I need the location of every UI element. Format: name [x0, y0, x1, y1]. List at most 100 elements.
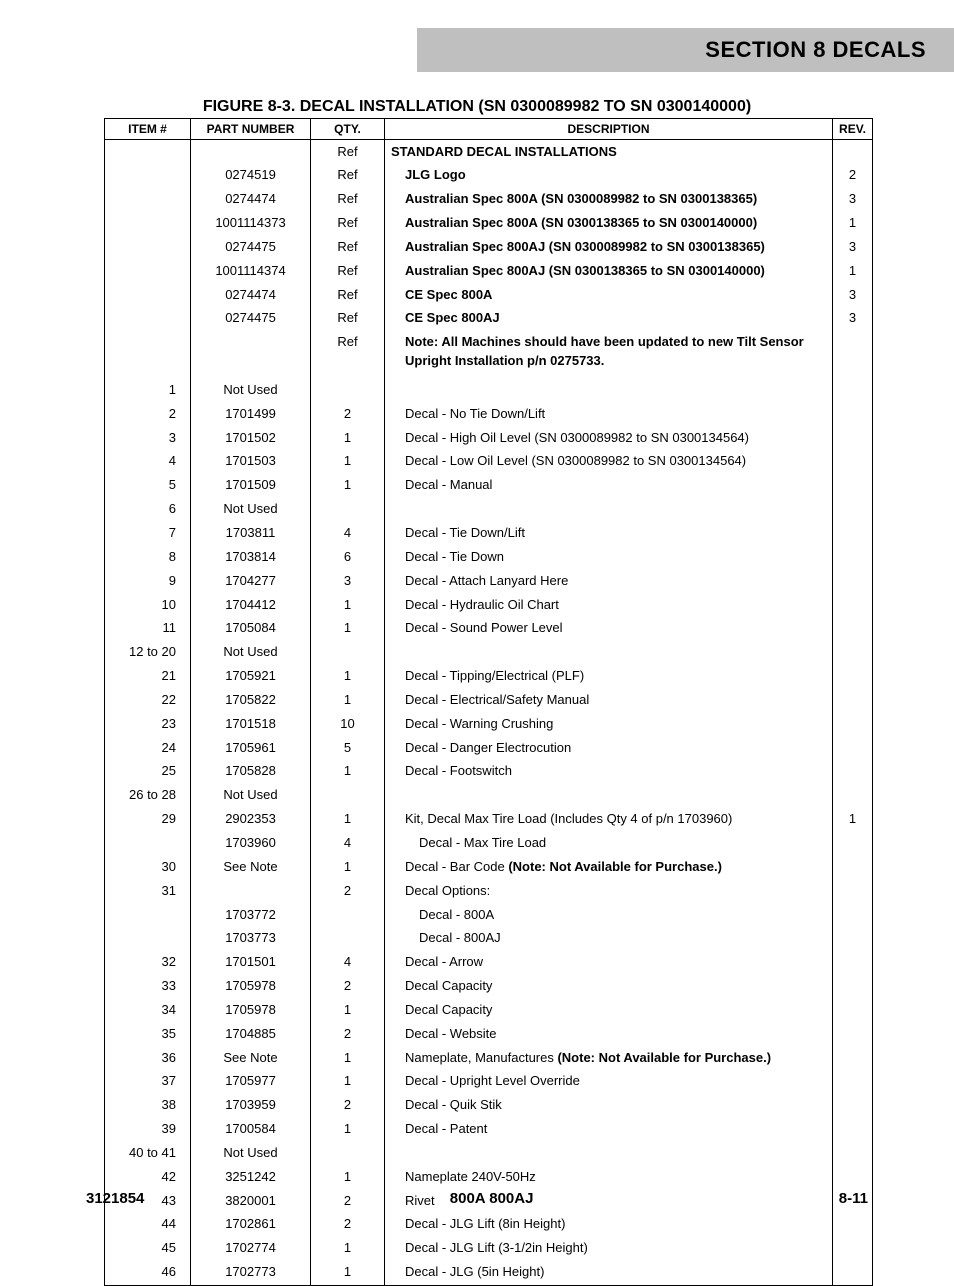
table-row: 23170151810Decal - Warning Crushing: [105, 712, 873, 736]
cell-desc: Decal - Warning Crushing: [385, 712, 833, 736]
parts-table: ITEM # PART NUMBER QTY. DESCRIPTION REV.…: [104, 118, 873, 1286]
cell-item: 37: [105, 1070, 191, 1094]
cell-qty: 1: [311, 1261, 385, 1285]
cell-desc: Decal - Tipping/Electrical (PLF): [385, 665, 833, 689]
parts-table-wrap: ITEM # PART NUMBER QTY. DESCRIPTION REV.…: [104, 118, 872, 1286]
cell-part: 1702773: [191, 1261, 311, 1285]
cell-part: 1705084: [191, 617, 311, 641]
cell-qty: 3: [311, 569, 385, 593]
cell-desc: CE Spec 800AJ: [385, 307, 833, 331]
cell-rev: [833, 903, 873, 927]
cell-desc: Kit, Decal Max Tire Load (Includes Qty 4…: [385, 808, 833, 832]
cell-item: 8: [105, 545, 191, 569]
cell-part: 1705978: [191, 998, 311, 1022]
cell-rev: [833, 426, 873, 450]
cell-rev: 2: [833, 164, 873, 188]
cell-desc: Decal - Danger Electrocution: [385, 736, 833, 760]
cell-item: 21: [105, 665, 191, 689]
cell-item: 39: [105, 1118, 191, 1142]
cell-qty: 1: [311, 593, 385, 617]
cell-desc: Decal - 800AJ: [385, 927, 833, 951]
table-row: 0274475RefAustralian Spec 800AJ (SN 0300…: [105, 235, 873, 259]
cell-qty: 1: [311, 1237, 385, 1261]
cell-part: 1705822: [191, 688, 311, 712]
cell-qty: Ref: [311, 307, 385, 331]
cell-part: 1001114374: [191, 259, 311, 283]
cell-qty: Ref: [311, 235, 385, 259]
cell-qty: [311, 903, 385, 927]
cell-rev: 1: [833, 212, 873, 236]
cell-rev: [833, 522, 873, 546]
cell-item: 26 to 28: [105, 784, 191, 808]
table-row: 2217058221Decal - Electrical/Safety Manu…: [105, 688, 873, 712]
cell-part: Not Used: [191, 784, 311, 808]
table-header-row: ITEM # PART NUMBER QTY. DESCRIPTION REV.: [105, 119, 873, 140]
cell-desc: Decal - Manual: [385, 474, 833, 498]
cell-desc: Decal - Hydraulic Oil Chart: [385, 593, 833, 617]
cell-part: See Note: [191, 1046, 311, 1070]
table-row: 312Decal Options:: [105, 879, 873, 903]
col-item: ITEM #: [105, 119, 191, 140]
cell-qty: 1: [311, 688, 385, 712]
cell-item: 3: [105, 426, 191, 450]
cell-desc: Decal - Website: [385, 1022, 833, 1046]
cell-item: 7: [105, 522, 191, 546]
table-row: 4617027731Decal - JLG (5in Height): [105, 1261, 873, 1285]
cell-desc: Australian Spec 800AJ (SN 0300089982 to …: [385, 235, 833, 259]
cell-item: 40 to 41: [105, 1141, 191, 1165]
cell-item: 29: [105, 808, 191, 832]
table-row: 3217015014Decal - Arrow: [105, 951, 873, 975]
table-row: 0274474RefCE Spec 800A3: [105, 283, 873, 307]
cell-item: 44: [105, 1213, 191, 1237]
cell-rev: [833, 545, 873, 569]
col-rev: REV.: [833, 119, 873, 140]
cell-rev: [833, 879, 873, 903]
cell-rev: [833, 665, 873, 689]
cell-part: 1703959: [191, 1094, 311, 1118]
table-row: 817038146Decal - Tie Down: [105, 545, 873, 569]
cell-qty: Ref: [311, 212, 385, 236]
cell-qty: 4: [311, 831, 385, 855]
cell-desc: CE Spec 800A: [385, 283, 833, 307]
page: SECTION 8 DECALS FIGURE 8-3. DECAL INSTA…: [0, 0, 954, 1235]
cell-part: 1701503: [191, 450, 311, 474]
cell-part: 1703960: [191, 831, 311, 855]
footer-left: 3121854: [86, 1190, 144, 1207]
cell-rev: [833, 1237, 873, 1261]
cell-qty: 1: [311, 808, 385, 832]
table-row: 417015031Decal - Low Oil Level (SN 03000…: [105, 450, 873, 474]
cell-qty: 1: [311, 760, 385, 784]
cell-part: 1705921: [191, 665, 311, 689]
cell-part: 1704412: [191, 593, 311, 617]
cell-rev: [833, 617, 873, 641]
table-row: 1117050841Decal - Sound Power Level: [105, 617, 873, 641]
table-row: 1001114374RefAustralian Spec 800AJ (SN 0…: [105, 259, 873, 283]
cell-item: 22: [105, 688, 191, 712]
cell-item: 25: [105, 760, 191, 784]
cell-qty: 2: [311, 975, 385, 999]
cell-desc: Decal - Low Oil Level (SN 0300089982 to …: [385, 450, 833, 474]
cell-qty: 1: [311, 1070, 385, 1094]
cell-desc: STANDARD DECAL INSTALLATIONS: [385, 140, 833, 164]
cell-desc: Decal - Tie Down: [385, 545, 833, 569]
cell-rev: [833, 569, 873, 593]
table-row: 30See Note1Decal - Bar Code (Note: Not A…: [105, 855, 873, 879]
cell-desc: Decal - Bar Code (Note: Not Available fo…: [385, 855, 833, 879]
cell-rev: [833, 1261, 873, 1285]
cell-part: 1701518: [191, 712, 311, 736]
table-row: 217014992Decal - No Tie Down/Lift: [105, 402, 873, 426]
cell-item: [105, 235, 191, 259]
cell-item: 36: [105, 1046, 191, 1070]
table-row: 717038114Decal - Tie Down/Lift: [105, 522, 873, 546]
cell-desc: [385, 378, 833, 402]
cell-part: 0274519: [191, 164, 311, 188]
cell-item: 33: [105, 975, 191, 999]
table-row: 3517048852Decal - Website: [105, 1022, 873, 1046]
table-row: 3917005841Decal - Patent: [105, 1118, 873, 1142]
cell-part: 1001114373: [191, 212, 311, 236]
cell-qty: [311, 498, 385, 522]
cell-item: 24: [105, 736, 191, 760]
cell-qty: Ref: [311, 188, 385, 212]
cell-desc: Decal - No Tie Down/Lift: [385, 402, 833, 426]
table-row: 3317059782Decal Capacity: [105, 975, 873, 999]
